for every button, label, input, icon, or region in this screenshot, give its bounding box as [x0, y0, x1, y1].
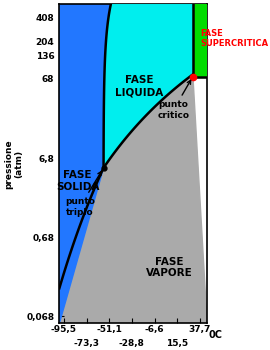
Text: punto
critico: punto critico	[157, 80, 191, 120]
Y-axis label: pressione
(atm): pressione (atm)	[4, 139, 23, 189]
Text: punto
triplo: punto triplo	[65, 172, 101, 217]
Text: -73,3: -73,3	[73, 339, 100, 348]
Polygon shape	[59, 4, 111, 323]
Text: 15,5: 15,5	[166, 339, 188, 348]
Text: 0C: 0C	[208, 330, 222, 340]
Polygon shape	[193, 4, 207, 77]
Polygon shape	[59, 75, 207, 323]
Polygon shape	[104, 4, 193, 168]
Text: FASE
VAPORE: FASE VAPORE	[146, 257, 193, 278]
Text: FASE
SOLIDA: FASE SOLIDA	[56, 170, 99, 192]
Text: FASE
LIQUIDA: FASE LIQUIDA	[115, 76, 163, 97]
Text: -28,8: -28,8	[119, 339, 145, 348]
Text: FASE
SUPERCRITICA: FASE SUPERCRITICA	[200, 29, 269, 48]
